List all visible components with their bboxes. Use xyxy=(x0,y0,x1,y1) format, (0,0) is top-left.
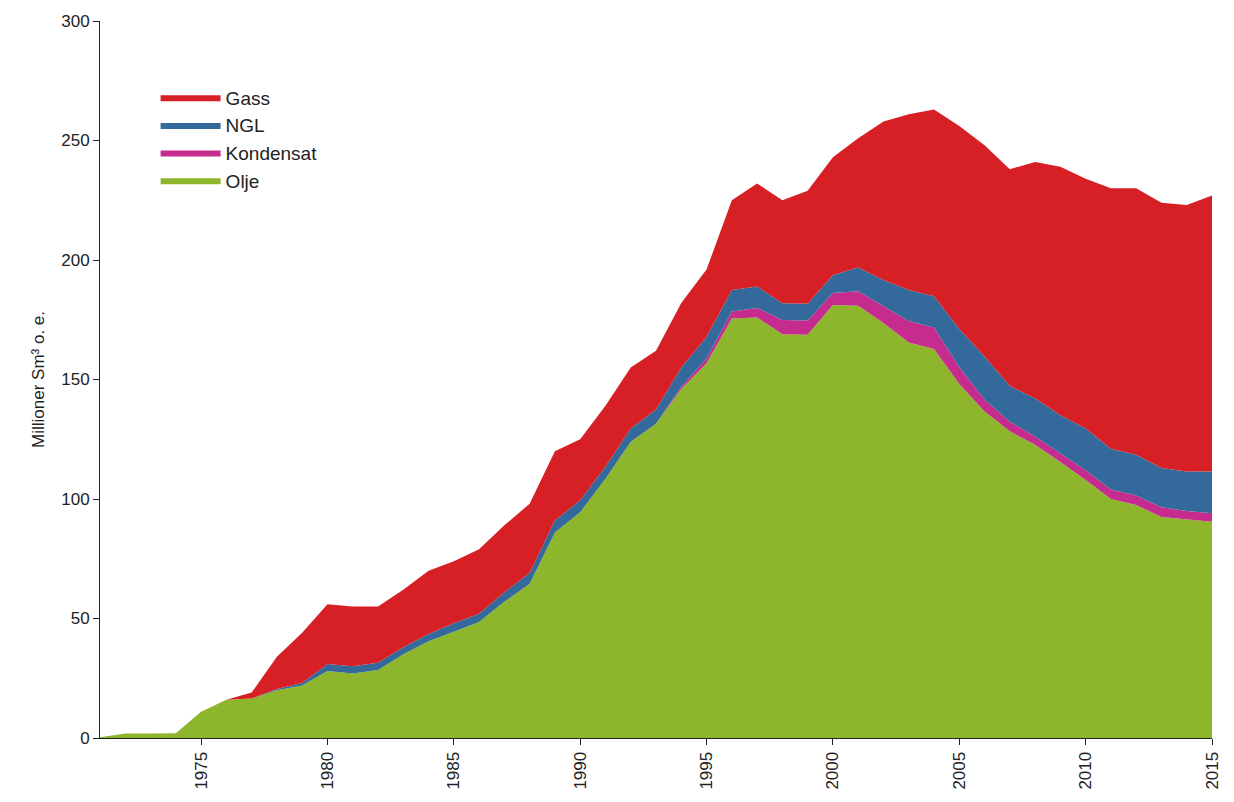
svg-text:50: 50 xyxy=(71,609,90,628)
svg-text:2015: 2015 xyxy=(1203,752,1222,790)
svg-text:Gass: Gass xyxy=(226,88,270,109)
svg-text:1995: 1995 xyxy=(697,752,716,790)
svg-text:100: 100 xyxy=(61,490,89,509)
svg-text:300: 300 xyxy=(61,12,89,31)
svg-text:200: 200 xyxy=(61,251,89,270)
svg-text:1990: 1990 xyxy=(571,752,590,790)
svg-text:1985: 1985 xyxy=(444,752,463,790)
svg-text:2010: 2010 xyxy=(1076,752,1095,790)
svg-text:Olje: Olje xyxy=(226,171,260,192)
svg-text:1980: 1980 xyxy=(318,752,337,790)
svg-text:2005: 2005 xyxy=(950,752,969,790)
svg-text:Millioner Sm³ o. e.: Millioner Sm³ o. e. xyxy=(29,311,48,448)
svg-text:150: 150 xyxy=(61,370,89,389)
svg-text:Kondensat: Kondensat xyxy=(226,143,318,164)
svg-text:NGL: NGL xyxy=(226,115,265,136)
svg-text:250: 250 xyxy=(61,131,89,150)
svg-text:2000: 2000 xyxy=(823,752,842,790)
svg-text:0: 0 xyxy=(80,729,89,748)
svg-text:1975: 1975 xyxy=(192,752,211,790)
